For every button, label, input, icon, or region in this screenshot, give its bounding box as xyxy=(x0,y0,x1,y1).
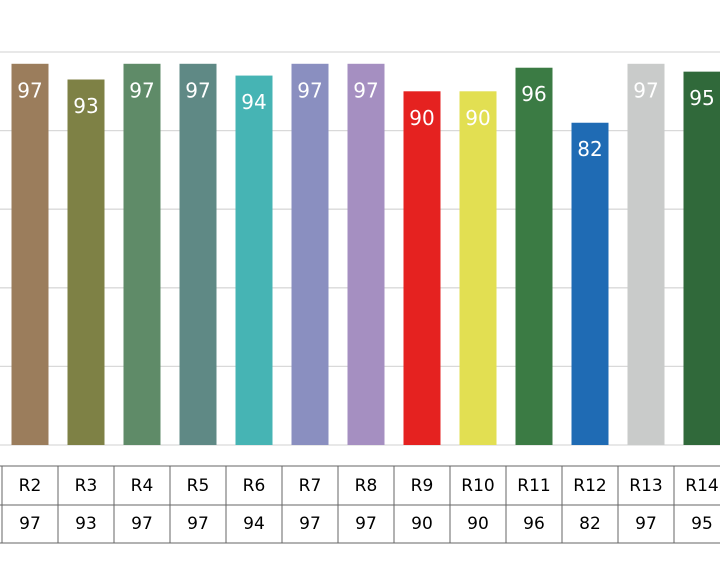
table-header: R2 xyxy=(19,476,42,496)
data-label: 97 xyxy=(353,78,378,102)
bar xyxy=(403,91,441,446)
table-header: R14 xyxy=(685,476,718,496)
table-header: R5 xyxy=(187,476,210,496)
bar xyxy=(123,63,161,445)
data-label: 97 xyxy=(297,78,322,102)
table-cell: 97 xyxy=(187,514,209,534)
data-label: 94 xyxy=(241,90,266,114)
table-header: R10 xyxy=(461,476,494,496)
data-label: 82 xyxy=(577,137,602,161)
bar xyxy=(683,71,720,446)
table-header: R13 xyxy=(629,476,662,496)
bar xyxy=(459,91,497,446)
bar xyxy=(515,67,553,445)
bar xyxy=(67,79,105,445)
table-header: R12 xyxy=(573,476,606,496)
table-cell: 97 xyxy=(299,514,321,534)
table-cell: 82 xyxy=(579,514,601,534)
table-header: R9 xyxy=(411,476,434,496)
table-cell: 90 xyxy=(467,514,489,534)
table-cell: 97 xyxy=(19,514,41,534)
data-label: 97 xyxy=(185,78,210,102)
data-label: 90 xyxy=(465,106,490,130)
data-label: 96 xyxy=(521,82,546,106)
table-cell: 93 xyxy=(75,514,97,534)
bar xyxy=(571,122,609,446)
bar xyxy=(11,63,49,445)
table-header: R7 xyxy=(299,476,322,496)
bar xyxy=(179,63,217,445)
data-label: 97 xyxy=(17,78,42,102)
bar xyxy=(347,63,385,445)
table-header: R6 xyxy=(243,476,266,496)
bar xyxy=(291,63,329,445)
table-cell: 97 xyxy=(131,514,153,534)
table-cell: 96 xyxy=(523,514,545,534)
table-header: R3 xyxy=(75,476,98,496)
data-label: 90 xyxy=(409,106,434,130)
table-cell: 97 xyxy=(355,514,377,534)
data-label: 97 xyxy=(129,78,154,102)
table-header: R8 xyxy=(355,476,378,496)
table-cell: 97 xyxy=(635,514,657,534)
data-label: 95 xyxy=(689,86,714,110)
bar xyxy=(627,63,665,445)
table-cell: 94 xyxy=(243,514,265,534)
table-cell: 90 xyxy=(411,514,433,534)
table-header: R11 xyxy=(517,476,550,496)
table-cell: 95 xyxy=(691,514,713,534)
bar xyxy=(235,75,273,445)
data-label: 93 xyxy=(73,94,98,118)
table-header: R4 xyxy=(131,476,154,496)
data-label: 97 xyxy=(633,78,658,102)
